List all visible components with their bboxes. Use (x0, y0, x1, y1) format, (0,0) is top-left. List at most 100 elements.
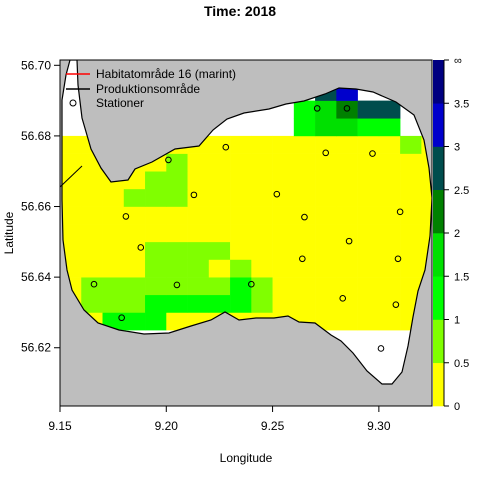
grid-cell (208, 241, 231, 260)
station-marker (313, 105, 321, 112)
grid-cell (166, 294, 188, 313)
grid-cell (378, 188, 401, 207)
legend-symbol-stations (69, 99, 77, 107)
grid-cell (187, 153, 210, 172)
grid-cell (378, 277, 401, 296)
grid-cell (81, 241, 103, 260)
grid-cell (251, 135, 273, 154)
grid-cell (315, 224, 337, 243)
grid-cell (123, 259, 146, 278)
station-marker (394, 255, 402, 263)
grid-cell (187, 241, 210, 260)
grid-cell (357, 224, 380, 243)
grid-cell (293, 259, 316, 278)
grid-cell (421, 153, 432, 172)
grid-cell (166, 171, 188, 190)
x-axis-label: Longitude (220, 451, 273, 465)
grid-cell (187, 171, 210, 190)
grid-cell (272, 224, 295, 243)
station-marker (301, 213, 308, 221)
grid-cell (315, 171, 337, 190)
grid-cell (62, 206, 82, 225)
grid-cell (293, 100, 316, 119)
grid-cell (208, 153, 231, 172)
grid-cell (145, 277, 167, 296)
grid-cell (166, 277, 188, 296)
station-marker (173, 281, 181, 289)
grid-cell (400, 188, 422, 207)
x-tick-label: 9.15 (48, 419, 72, 433)
grid-cell (81, 171, 103, 190)
grid-cell (230, 241, 252, 260)
grid-cell (187, 206, 210, 225)
grid-cell (81, 206, 103, 225)
colorbar-label: 3 (454, 142, 460, 154)
grid-cell (272, 259, 295, 278)
station-marker (369, 150, 376, 157)
colorbar-bin (433, 362, 444, 407)
grid-cell (251, 241, 273, 260)
station-marker (339, 295, 347, 302)
grid-cell (272, 153, 295, 172)
grid-cell (251, 206, 273, 225)
grid-cell (208, 294, 231, 313)
grid-cell (315, 153, 337, 172)
grid-cell (187, 188, 210, 207)
station-marker (322, 149, 330, 157)
station-marker (222, 143, 230, 151)
colorbar-bin (433, 189, 444, 234)
grid-cell (251, 294, 273, 313)
grid-cell (378, 153, 401, 172)
colorbar-bin (433, 233, 444, 277)
colorbar-label: 3.5 (454, 98, 469, 110)
grid-cell (230, 259, 252, 278)
x-tick-label: 9.20 (155, 419, 179, 433)
colorbar-bin (433, 60, 444, 104)
grid-cell (315, 259, 337, 278)
grid-cell (62, 135, 82, 154)
grid-cell (62, 241, 82, 260)
grid-cell (315, 135, 337, 154)
grid-cell (62, 188, 82, 207)
grid-cell (293, 206, 316, 225)
station-marker (165, 156, 172, 164)
station-marker (90, 280, 98, 288)
grid-cell (123, 224, 146, 243)
grid-cell (81, 224, 103, 243)
grid-cell (62, 153, 82, 172)
grid-cell (230, 277, 252, 296)
grid-cell (272, 277, 295, 296)
grid-cell (315, 118, 337, 137)
grid-cell (315, 100, 337, 119)
grid-cell (251, 171, 273, 190)
y-tick-label: 56.62 (21, 341, 51, 355)
grid-cell (187, 277, 210, 296)
grid-cell (293, 118, 316, 137)
grid-cell (208, 224, 231, 243)
grid-cell (336, 153, 358, 172)
figure-title: Time: 2018 (204, 3, 276, 19)
grid-cell (62, 224, 82, 243)
grid-cell (208, 171, 231, 190)
grid-cell (123, 294, 146, 313)
grid-cell (400, 206, 422, 225)
grid-cell (230, 224, 252, 243)
grid-cell (251, 188, 273, 207)
grid-cell (145, 171, 167, 190)
grid-cell (400, 241, 422, 260)
grid-cell (336, 206, 358, 225)
grid-cell (145, 206, 167, 225)
grid-cell (208, 259, 231, 278)
grid-cell (293, 153, 316, 172)
colorbar-bin (433, 319, 444, 364)
grid-cell (336, 241, 358, 260)
grid-cell (166, 312, 188, 331)
grid-cell (357, 100, 380, 119)
y-tick-label: 56.64 (21, 270, 51, 284)
station-marker (190, 191, 198, 199)
grid-cell (187, 224, 210, 243)
grid-cell (315, 277, 337, 296)
grid-cell (378, 118, 401, 137)
grid-cell (315, 312, 337, 331)
